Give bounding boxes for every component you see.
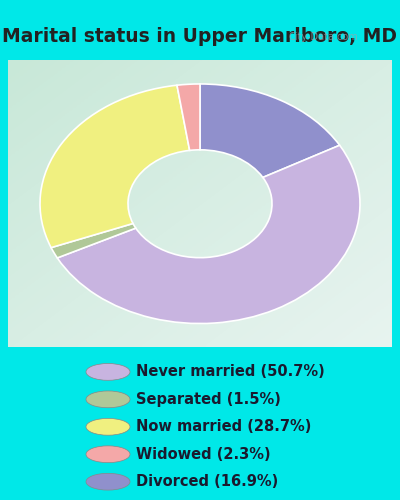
Circle shape [86,391,130,407]
Text: City-Data.com: City-Data.com [288,32,358,42]
Wedge shape [177,84,200,150]
Text: Separated (1.5%): Separated (1.5%) [136,392,281,407]
Wedge shape [200,84,340,178]
Circle shape [86,446,130,462]
Text: Never married (50.7%): Never married (50.7%) [136,364,325,380]
Wedge shape [57,146,360,324]
Circle shape [86,474,130,490]
Wedge shape [51,224,136,258]
Text: Divorced (16.9%): Divorced (16.9%) [136,474,278,489]
Circle shape [86,418,130,435]
Wedge shape [40,85,190,247]
Text: Now married (28.7%): Now married (28.7%) [136,420,311,434]
Text: Marital status in Upper Marlboro, MD: Marital status in Upper Marlboro, MD [2,26,398,46]
Text: Widowed (2.3%): Widowed (2.3%) [136,447,271,462]
Circle shape [86,364,130,380]
